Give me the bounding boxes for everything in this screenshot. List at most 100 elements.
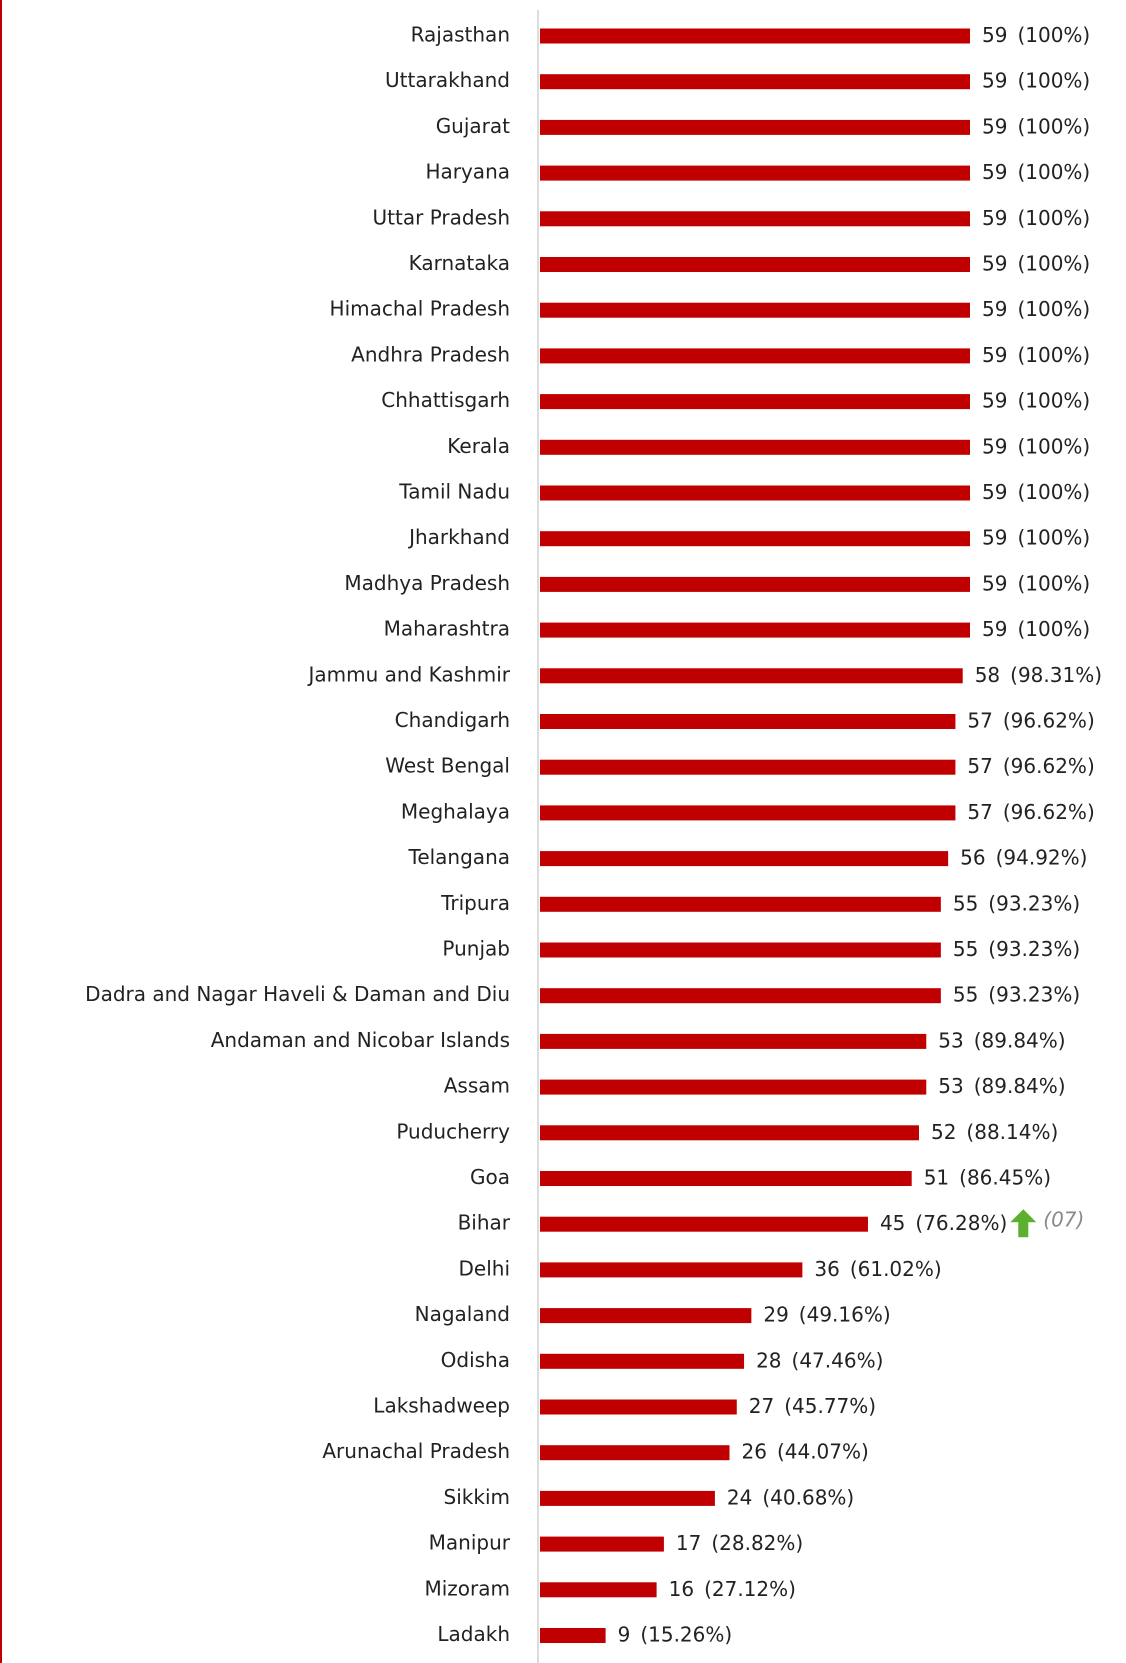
value-number: 24 bbox=[727, 1485, 752, 1509]
bar bbox=[540, 668, 963, 684]
value-number: 27 bbox=[749, 1394, 774, 1418]
bar bbox=[540, 1033, 927, 1049]
value-label: 59 (100%) bbox=[982, 68, 1090, 92]
value-percent: (100%) bbox=[1017, 205, 1090, 229]
value-label: 56 (94.92%) bbox=[960, 845, 1087, 869]
value-label: 59 (100%) bbox=[982, 571, 1090, 595]
value-label: 59 (100%) bbox=[982, 617, 1090, 641]
value-label: 59 (100%) bbox=[982, 205, 1090, 229]
bar bbox=[540, 942, 941, 958]
bar bbox=[540, 1490, 715, 1506]
category-label: Madhya Pradesh bbox=[344, 571, 510, 595]
bar bbox=[540, 302, 970, 318]
category-label: Telangana bbox=[408, 845, 511, 869]
value-label: 59 (100%) bbox=[982, 480, 1090, 504]
category-label: Lakshadweep bbox=[373, 1394, 510, 1418]
value-percent: (100%) bbox=[1017, 434, 1090, 458]
value-label: 16 (27.12%) bbox=[669, 1576, 796, 1600]
value-label: 52 (88.14%) bbox=[931, 1119, 1058, 1143]
value-number: 55 bbox=[953, 891, 978, 915]
bar bbox=[540, 805, 956, 821]
value-percent: (15.26%) bbox=[640, 1622, 732, 1646]
value-number: 59 bbox=[982, 388, 1007, 412]
bar bbox=[540, 1079, 927, 1095]
value-label: 29 (49.16%) bbox=[763, 1302, 890, 1326]
bar bbox=[540, 119, 970, 135]
value-label: 58 (98.31%) bbox=[975, 662, 1102, 686]
value-label: 26 (44.07%) bbox=[741, 1439, 868, 1463]
value-percent: (93.23%) bbox=[988, 982, 1080, 1006]
value-percent: (100%) bbox=[1017, 251, 1090, 275]
value-number: 53 bbox=[938, 1028, 963, 1052]
value-label: 36 (61.02%) bbox=[814, 1256, 941, 1280]
value-percent: (45.77%) bbox=[784, 1394, 876, 1418]
value-percent: (61.02%) bbox=[850, 1256, 942, 1280]
value-number: 55 bbox=[953, 937, 978, 961]
category-label: Ladakh bbox=[437, 1622, 510, 1646]
value-number: 59 bbox=[982, 205, 1007, 229]
value-number: 59 bbox=[982, 23, 1007, 47]
category-label: Andaman and Nicobar Islands bbox=[211, 1028, 510, 1052]
bar bbox=[540, 74, 970, 90]
category-label: Rajasthan bbox=[411, 23, 510, 47]
value-number: 53 bbox=[938, 1074, 963, 1098]
bar bbox=[540, 1171, 912, 1186]
category-label: Delhi bbox=[459, 1256, 511, 1280]
bar bbox=[540, 165, 970, 181]
value-number: 56 bbox=[960, 845, 985, 869]
bar bbox=[540, 714, 956, 729]
value-label: 59 (100%) bbox=[982, 342, 1090, 366]
value-percent: (100%) bbox=[1017, 68, 1090, 92]
value-label: 17 (28.82%) bbox=[676, 1531, 803, 1555]
bar bbox=[540, 1399, 737, 1415]
category-label: Chandigarh bbox=[395, 708, 510, 732]
bar bbox=[540, 896, 941, 912]
value-percent: (88.14%) bbox=[966, 1119, 1058, 1143]
value-percent: (28.82%) bbox=[711, 1531, 803, 1555]
bar bbox=[540, 348, 970, 364]
value-label: 57 (96.62%) bbox=[967, 799, 1094, 823]
value-label: 9 (15.26%) bbox=[618, 1622, 733, 1646]
category-label: Gujarat bbox=[436, 114, 510, 138]
value-percent: (100%) bbox=[1017, 342, 1090, 366]
value-percent: (93.23%) bbox=[988, 937, 1080, 961]
category-label: Nagaland bbox=[415, 1302, 510, 1326]
value-number: 17 bbox=[676, 1531, 701, 1555]
bar bbox=[540, 211, 970, 227]
value-number: 59 bbox=[982, 114, 1007, 138]
value-label: 59 (100%) bbox=[982, 434, 1090, 458]
value-number: 59 bbox=[982, 342, 1007, 366]
value-percent: (100%) bbox=[1017, 388, 1090, 412]
value-percent: (100%) bbox=[1017, 617, 1090, 641]
value-label: 59 (100%) bbox=[982, 388, 1090, 412]
value-number: 26 bbox=[741, 1439, 766, 1463]
category-label: Bihar bbox=[458, 1211, 511, 1235]
value-number: 55 bbox=[953, 982, 978, 1006]
category-label: Uttarakhand bbox=[385, 68, 510, 92]
value-label: 45 (76.28%) bbox=[880, 1211, 1007, 1235]
category-label: Mizoram bbox=[424, 1576, 510, 1600]
value-number: 59 bbox=[982, 571, 1007, 595]
value-number: 36 bbox=[814, 1256, 839, 1280]
category-label: Jammu and Kashmir bbox=[306, 662, 510, 686]
bar bbox=[540, 1536, 664, 1552]
category-label: Manipur bbox=[429, 1531, 511, 1555]
category-label: Meghalaya bbox=[401, 799, 510, 823]
value-number: 29 bbox=[763, 1302, 788, 1326]
value-percent: (100%) bbox=[1017, 297, 1090, 321]
value-label: 53 (89.84%) bbox=[938, 1028, 1065, 1052]
value-percent: (89.84%) bbox=[974, 1074, 1066, 1098]
value-percent: (100%) bbox=[1017, 525, 1090, 549]
value-number: 57 bbox=[967, 799, 992, 823]
bar bbox=[540, 622, 970, 638]
value-percent: (47.46%) bbox=[792, 1348, 884, 1372]
category-label: Tripura bbox=[440, 891, 510, 915]
value-label: 51 (86.45%) bbox=[924, 1165, 1051, 1189]
annotation: (07) bbox=[1043, 1208, 1084, 1232]
value-percent: (93.23%) bbox=[988, 891, 1080, 915]
value-label: 55 (93.23%) bbox=[953, 982, 1080, 1006]
bar bbox=[540, 1308, 752, 1324]
value-percent: (100%) bbox=[1017, 160, 1090, 184]
value-label: 59 (100%) bbox=[982, 251, 1090, 275]
category-label: West Bengal bbox=[385, 754, 510, 778]
